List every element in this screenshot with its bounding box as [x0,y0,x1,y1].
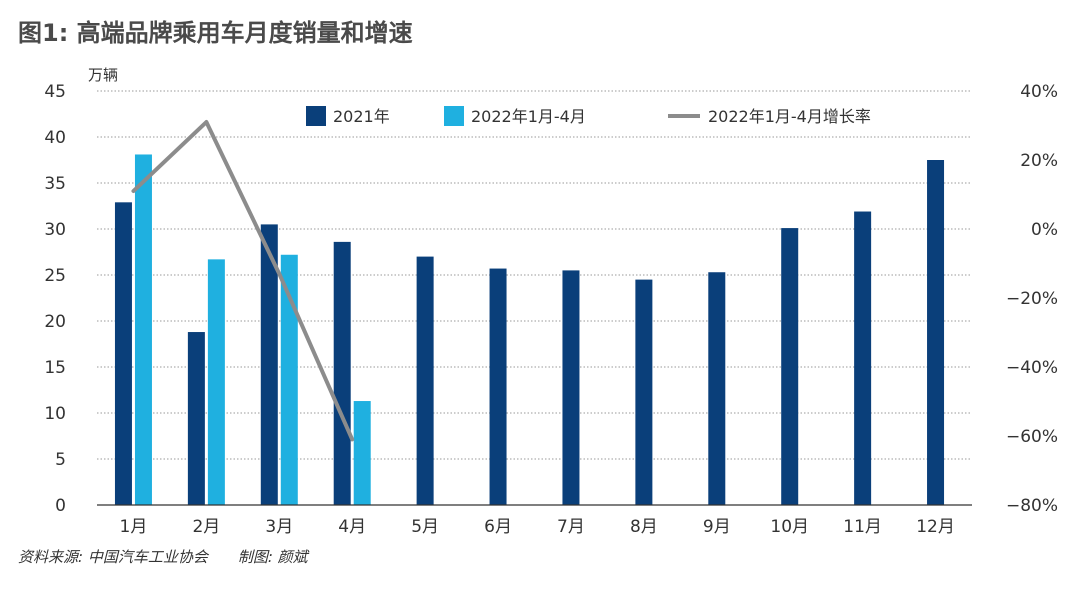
bar-2021 [489,268,507,505]
grid-lines [97,90,972,460]
y-tick-label: 15 [44,358,66,378]
bar-2021 [114,202,132,505]
bar-2021 [260,224,278,505]
legend-label-2022: 2022年1月-4月 [471,107,586,126]
x-tick-label: 1月 [120,517,148,537]
y-tick-label: 5 [55,450,66,470]
source-text: 资料来源: 中国汽车工业协会 [18,548,208,566]
y2-tick-label: 20% [1020,151,1058,171]
y-tick-label: 10 [44,404,66,424]
bar-2021 [708,272,726,505]
axes: 0 5 10 15 20 25 30 35 40 45 −80% −60% −40% −20% 0% 20% 4… [44,66,1058,537]
legend: 2021年 2022年1月-4月 2022年1月-4月增长率 [306,106,871,126]
growth-line [131,120,355,442]
bar-2022 [207,259,225,505]
y-tick-label: 30 [44,220,66,240]
x-tick-label: 8月 [630,517,658,537]
x-tick-label: 10月 [770,517,809,537]
y-tick-label: 0 [55,496,66,516]
x-tick-label: 5月 [411,517,439,537]
growth-rate-line [131,120,355,442]
y-tick-label: 40 [44,128,66,148]
y-tick-label: 20 [44,312,66,332]
y-tick-label: 35 [44,174,66,194]
bar-series [114,154,945,506]
bar-2021 [635,279,653,505]
x-tick-label: 3月 [265,517,293,537]
bar-2022 [280,254,298,505]
bar-2021 [927,160,945,505]
x-tick-label: 11月 [843,517,882,537]
y2-tick-label: 40% [1020,82,1058,102]
x-tick-label: 7月 [557,517,585,537]
legend-swatch-2021 [306,106,326,126]
bar-2021 [854,211,872,505]
x-tick-label: 6月 [484,517,512,537]
bar-2022 [353,401,371,505]
y2-tick-label: −20% [1006,289,1058,309]
legend-label-growth: 2022年1月-4月增长率 [708,107,871,126]
x-tick-label: 4月 [338,517,366,537]
credit-text: 制图: 颜斌 [237,548,308,566]
y-axis-unit-label: 万辆 [88,66,118,84]
x-tick-label: 2月 [192,517,220,537]
chart-title: 图1: 高端品牌乘用车月度销量和增速 [18,19,413,47]
y2-tick-label: 0% [1031,220,1058,240]
bar-2021 [333,241,351,505]
y2-tick-label: −40% [1006,358,1058,378]
legend-swatch-2022 [444,106,464,126]
y2-tick-label: −80% [1006,496,1058,516]
y-tick-label: 45 [44,82,66,102]
y-tick-label: 25 [44,266,66,286]
source-note: 资料来源: 中国汽车工业协会 制图: 颜斌 [18,546,308,567]
y2-tick-label: −60% [1006,427,1058,447]
bar-2022 [134,154,152,506]
bar-2021 [781,228,799,505]
x-tick-label: 12月 [916,517,955,537]
bar-2021 [416,256,434,505]
x-tick-label: 9月 [703,517,731,537]
legend-label-2021: 2021年 [333,107,390,126]
bar-2021 [562,270,580,505]
bar-2021 [187,332,205,505]
